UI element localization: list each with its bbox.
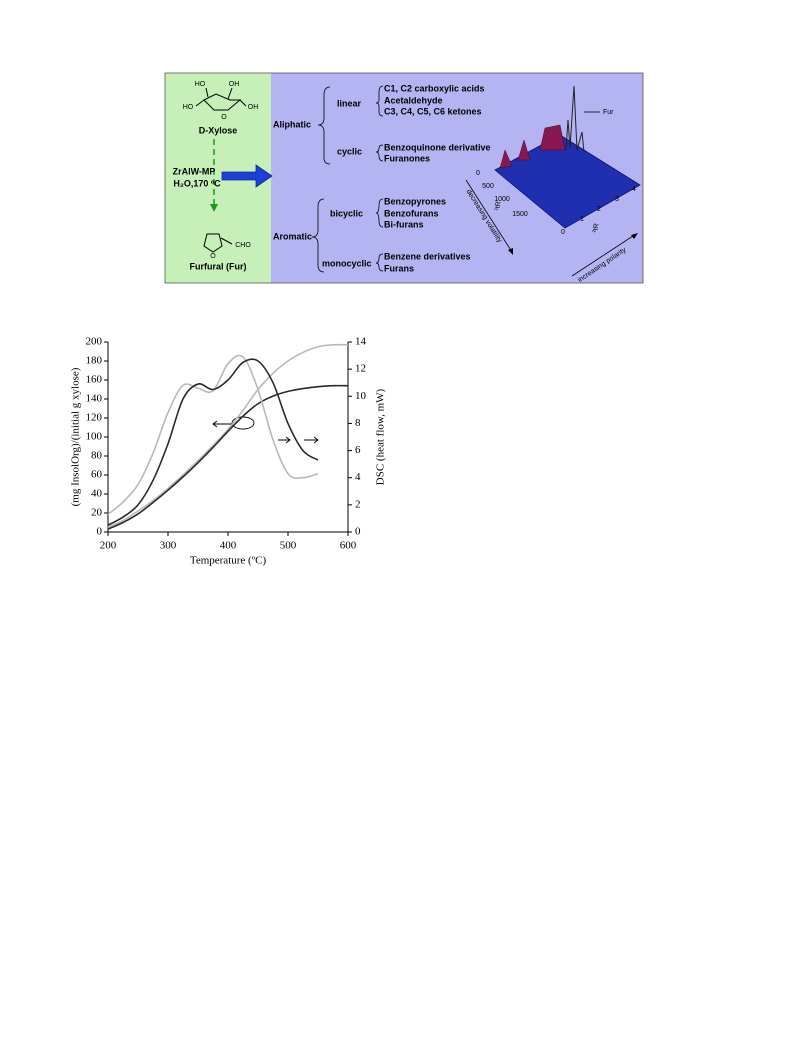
product-name: Furfural (Fur) [190, 261, 247, 271]
y-tick-label: 180 [86, 355, 103, 367]
x-tick-label: 400 [220, 540, 237, 552]
atom: OH [248, 104, 259, 111]
tick-label: 4 [632, 186, 636, 193]
catalyst: ZrAlW-MP [173, 166, 216, 176]
tick-label: 3 [615, 196, 619, 203]
y2-tick-label: 4 [355, 471, 361, 483]
y2-tick-label: 10 [355, 390, 367, 402]
y-tick-label: 60 [91, 469, 103, 481]
tick-label: 1 [580, 216, 584, 223]
y2-tick-label: 2 [355, 498, 361, 510]
group-name: bicyclic [330, 208, 363, 218]
x-tick-label: 500 [280, 540, 297, 552]
process-arrow [221, 164, 273, 188]
frame [164, 72, 644, 284]
y-tick-label: 120 [86, 412, 103, 424]
compound: Acetaldehyde [384, 95, 443, 105]
x-axis-title: Temperature (ºC) [190, 555, 267, 567]
surface-spikes [565, 85, 585, 153]
y-tick-label: 200 [86, 336, 103, 348]
y-axis-title: (mg InsolOrg)/(initial g xylose) [70, 367, 82, 506]
y-tick-label: 40 [91, 488, 103, 500]
compound: Benzofurans [384, 208, 439, 218]
y-tick-label: 140 [86, 393, 103, 405]
y2-tick-label: 14 [355, 336, 367, 348]
data-line [107, 358, 319, 526]
tick-label: 1000 [494, 196, 510, 203]
arrow-head [210, 204, 218, 212]
surface-base [494, 134, 641, 229]
axis-label: ²tR [592, 223, 601, 233]
data-line [107, 384, 349, 530]
compound: Benzene derivatives [384, 251, 471, 261]
atom: HO [195, 81, 206, 88]
x-tick-label: 600 [340, 540, 357, 552]
scheme: HO OH HO OH O D-Xylose ZrAlW-MP H₂O,170 … [164, 72, 644, 284]
atom: O [210, 253, 216, 260]
annotation-arrows [212, 420, 319, 444]
y2-tick-label: 8 [355, 417, 361, 429]
y2-tick-label: 0 [355, 526, 361, 538]
y-tick-label: 20 [91, 507, 103, 519]
class-name: Aromatic [273, 231, 312, 241]
xylose-bonds [195, 87, 247, 107]
x-tick-label: 200 [100, 540, 117, 552]
class-name: Aliphatic [273, 119, 311, 129]
tick-label: 0 [476, 170, 480, 177]
compound: C1, C2 carboxylic acids [384, 83, 485, 93]
tick-label: 2 [597, 206, 601, 213]
compound: Benzoquinone derivative [384, 142, 491, 152]
axis-label: ¹tR [494, 201, 503, 211]
tick-label: 0 [561, 229, 565, 236]
tick-label: 500 [482, 183, 494, 190]
peak-label: Fur [603, 109, 614, 116]
y-tick-label: 160 [86, 374, 103, 386]
group-name: cyclic [337, 146, 362, 156]
compound: Benzopyrones [384, 196, 446, 206]
furfural-ring [203, 233, 233, 253]
braces [311, 85, 384, 273]
y-tick-label: 80 [91, 450, 103, 462]
reactant-name: D-Xylose [199, 125, 238, 135]
y2-tick-label: 6 [355, 444, 361, 456]
compound: Furans [384, 263, 414, 273]
y-tick-label: 0 [97, 526, 103, 538]
arrow-line [571, 233, 637, 277]
compound: C3, C4, C5, C6 ketones [384, 106, 482, 116]
arrow-line [465, 179, 513, 253]
compound: Bi-furans [384, 219, 424, 229]
data-line [107, 343, 349, 528]
y2-tick-label: 12 [355, 363, 366, 375]
y-tick-label: 100 [86, 431, 103, 443]
arrow-head [631, 233, 638, 239]
atom: OH [229, 81, 240, 88]
arrow-head [508, 248, 513, 255]
chart: Temperature (ºC) (mg InsolOrg)/(initial … [70, 336, 387, 567]
data-line [107, 354, 319, 515]
conditions: H₂O,170 ºC [173, 178, 221, 188]
group-name: linear [337, 98, 362, 108]
compound: Furanones [384, 153, 430, 163]
surface-peaks [499, 124, 566, 169]
atom: O [221, 114, 227, 121]
atom: HO [183, 104, 194, 111]
group-name: monocyclic [322, 258, 372, 268]
x-tick-label: 300 [160, 540, 177, 552]
atom: CHO [235, 242, 251, 249]
y2-axis-title: DSC (heat flow, mW) [375, 388, 387, 485]
tick-label: 1500 [512, 211, 528, 218]
